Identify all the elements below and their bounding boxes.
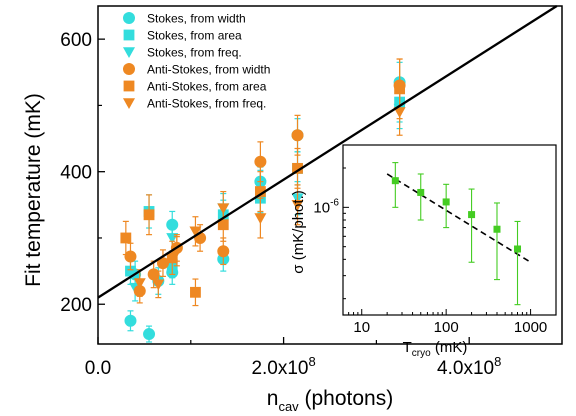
inset-fit-line	[386, 173, 532, 263]
data-point	[166, 252, 178, 264]
legend-marker	[123, 98, 135, 109]
data-point	[120, 232, 132, 244]
data-point	[156, 257, 169, 270]
main-plot-frame	[97, 5, 563, 345]
data-point	[143, 328, 156, 341]
data-point	[189, 226, 202, 238]
series-5	[133, 88, 406, 299]
inset-y-axis-label: σ (mK/phot.)	[290, 190, 307, 273]
inset-data-point	[442, 198, 450, 206]
data-point	[124, 314, 137, 327]
legend-marker	[123, 47, 135, 58]
legend-label: Anti-Stokes, from freq.	[147, 97, 266, 111]
legend-label: Anti-Stokes, from area	[147, 80, 267, 94]
main-y-tick-label: 400	[60, 163, 92, 184]
legend-marker	[123, 12, 135, 24]
data-point	[190, 286, 201, 298]
inset-y-tick-label: 10-6	[313, 197, 339, 216]
inset-data-point	[468, 211, 476, 219]
data-point	[291, 129, 304, 142]
inset-data-point	[391, 177, 399, 185]
inset-data-point	[514, 245, 522, 253]
data-point	[291, 200, 304, 211]
legend: Stokes, from width Stokes, from area Stoke…	[123, 12, 270, 111]
inset-data-point	[493, 225, 501, 233]
inset-background	[343, 145, 556, 315]
linear-fit-line	[97, 5, 558, 299]
legend-marker	[123, 80, 135, 92]
legend-label: Stokes, from area	[147, 29, 242, 43]
data-point	[143, 209, 155, 221]
legend-label: Anti-Stokes, from width	[147, 63, 270, 77]
main-plot-layer: 0.0 2.0x108 4.0x108 200 400 600	[60, 5, 558, 379]
inset-x-axis-label: Tcryo (mK)	[403, 339, 468, 359]
main-x-tick-label: 0.0	[85, 358, 111, 379]
inset-x-tick-label: 10	[353, 319, 370, 336]
inset-x-tick-label: 100	[434, 319, 459, 336]
data-point	[217, 245, 230, 258]
data-point	[125, 265, 136, 277]
legend-marker	[123, 63, 135, 75]
data-point	[152, 279, 165, 291]
data-point	[217, 203, 230, 215]
data-point	[393, 107, 406, 119]
legend-label: Stokes, from width	[147, 12, 246, 26]
inset-plot-frame	[342, 144, 557, 316]
data-point	[254, 155, 267, 168]
inset-series-0	[391, 162, 522, 306]
main-y-tick-label: 600	[60, 30, 92, 51]
main-x-axis-label: ncav (photons)	[267, 387, 393, 414]
data-point	[255, 186, 266, 197]
data-point	[124, 250, 137, 263]
data-point	[166, 233, 179, 244]
data-point	[133, 278, 146, 290]
main-y-tick-label: 200	[60, 295, 92, 316]
main-x-tick-label: 4.0x108	[437, 354, 501, 379]
legend-marker	[123, 29, 135, 41]
legend-label: Stokes, from freq.	[147, 46, 242, 60]
inset-data-point	[417, 188, 425, 196]
main-y-axis-label: Fit temperature (mK)	[22, 93, 45, 287]
main-x-tick-label: 2.0x108	[251, 354, 315, 379]
data-point	[254, 213, 267, 225]
inset-x-tick-label: 1000	[514, 319, 547, 336]
data-point	[292, 162, 303, 174]
inset-plot-layer: 10 100 1000 10-6	[313, 144, 557, 336]
